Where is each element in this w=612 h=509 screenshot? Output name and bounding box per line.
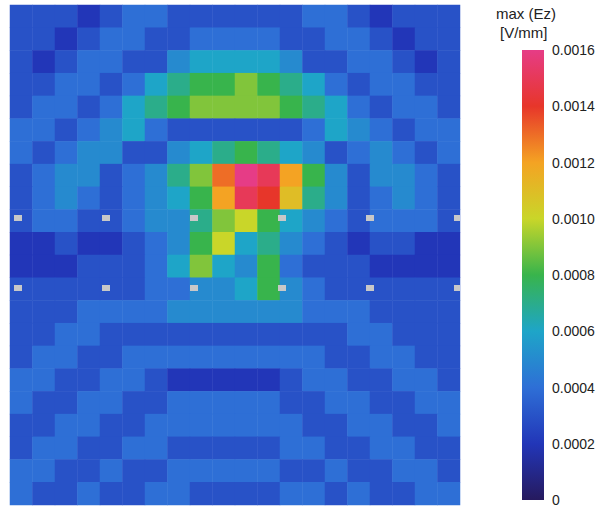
svg-text:0.0016: 0.0016 [552,42,595,58]
svg-text:max (Ez): max (Ez) [496,5,556,22]
svg-text:0.0004: 0.0004 [552,380,595,396]
svg-text:0.0006: 0.0006 [552,323,595,339]
svg-text:0: 0 [552,492,560,508]
svg-text:0.0014: 0.0014 [552,98,595,114]
svg-text:0.0012: 0.0012 [552,155,595,171]
svg-text:0.0008: 0.0008 [552,267,595,283]
svg-text:0.0010: 0.0010 [552,211,595,227]
svg-text:0.0002: 0.0002 [552,436,595,452]
svg-text:[V/mm]: [V/mm] [500,24,548,41]
